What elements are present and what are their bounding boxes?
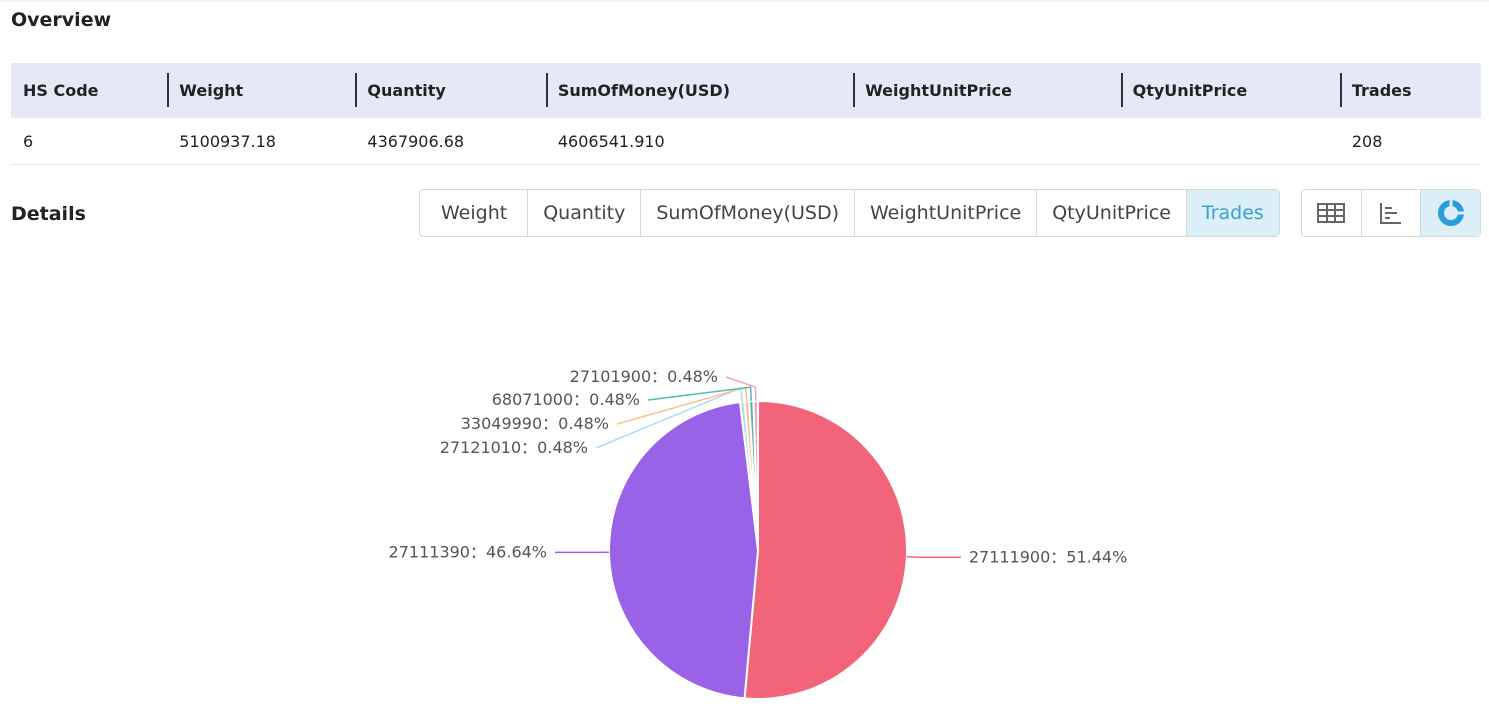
metric-tab[interactable]: Trades: [1185, 190, 1279, 236]
leader-line: [906, 555, 961, 559]
table-row: 6 5100937.18 4367906.68 4606541.910 208: [11, 118, 1481, 165]
leader-line: [647, 386, 753, 402]
column-header: SumOfMoney(USD): [545, 63, 854, 118]
column-header: WeightUnitPrice: [853, 63, 1121, 118]
metric-tab[interactable]: QtyUnitPrice: [1036, 190, 1186, 236]
table-cell: 4606541.910: [545, 118, 854, 165]
slice-label: 27121010：0.48%: [440, 438, 588, 457]
slice-value: 0.48%: [589, 390, 640, 409]
table-cell: [853, 118, 1121, 165]
slice-name: 68071000: [492, 390, 573, 409]
table-icon: [1317, 203, 1346, 223]
table-view-button[interactable]: [1302, 190, 1361, 236]
column-header: Quantity: [355, 63, 546, 118]
column-header: Trades: [1339, 63, 1481, 118]
slice-label: 27101900：0.48%: [570, 367, 718, 386]
table-cell: 5100937.18: [167, 118, 356, 165]
metric-tab[interactable]: SumOfMoney(USD): [640, 190, 854, 236]
pie-slice: [608, 400, 760, 700]
label-separator: ：: [573, 390, 589, 409]
metric-tab[interactable]: WeightUnitPrice: [853, 190, 1036, 236]
column-header: Weight: [167, 63, 356, 118]
slice-name: 33049990: [461, 414, 542, 433]
pie-slice: [738, 400, 759, 551]
pie-slice: [743, 399, 908, 700]
overview-table: HS Code Weight Quantity SumOfMoney(USD) Weig…: [11, 63, 1481, 165]
pie-icon: [1437, 199, 1465, 226]
details-title: Details: [11, 203, 86, 225]
slice-value: 51.44%: [1066, 547, 1127, 566]
slice-value: 0.48%: [537, 438, 588, 457]
metric-tab[interactable]: Quantity: [527, 190, 640, 236]
bar-icon: [1380, 203, 1401, 224]
pie-view-button[interactable]: [1420, 190, 1481, 236]
slice-label: 27111390：46.64%: [389, 542, 547, 561]
metric-tab[interactable]: Weight: [441, 202, 508, 224]
label-separator: ：: [470, 542, 486, 561]
slice-name: 27111900: [969, 547, 1050, 566]
slice-name: 27101900: [570, 367, 651, 386]
view-switch: [1301, 189, 1481, 237]
label-separator: ：: [651, 367, 667, 386]
table-cell: 4367906.68: [355, 118, 546, 165]
bar-view-button[interactable]: [1360, 190, 1421, 236]
slice-label: 68071000：0.48%: [492, 390, 640, 409]
top-shadow: [0, 0, 1489, 3]
slice-label: 33049990：0.48%: [461, 414, 609, 433]
leader-line: [725, 376, 757, 402]
column-header: QtyUnitPrice: [1120, 63, 1340, 118]
leader-line: [616, 386, 748, 425]
metric-tabs: Weight Quantity SumOfMoney(USD) WeightUnitP…: [419, 189, 1280, 237]
label-separator: ：: [521, 438, 537, 457]
slice-value: 0.48%: [558, 414, 609, 433]
slice-value: 0.48%: [667, 367, 718, 386]
table-cell: 208: [1339, 118, 1481, 165]
pie-slice: [747, 400, 759, 551]
slice-label: 27111900：51.44%: [969, 547, 1127, 566]
slice-name: 27121010: [440, 438, 521, 457]
pie-slice: [752, 399, 759, 551]
column-header: HS Code: [11, 63, 168, 118]
slice-name: 27111390: [389, 542, 470, 561]
overview-title: Overview: [11, 9, 112, 31]
table-cell: [1120, 118, 1340, 165]
pie-slice: [743, 400, 759, 551]
label-separator: ：: [542, 414, 558, 433]
leader-line: [595, 386, 744, 449]
table-cell: 6: [11, 118, 168, 165]
label-separator: ：: [1050, 547, 1066, 566]
slice-value: 46.64%: [486, 542, 547, 561]
